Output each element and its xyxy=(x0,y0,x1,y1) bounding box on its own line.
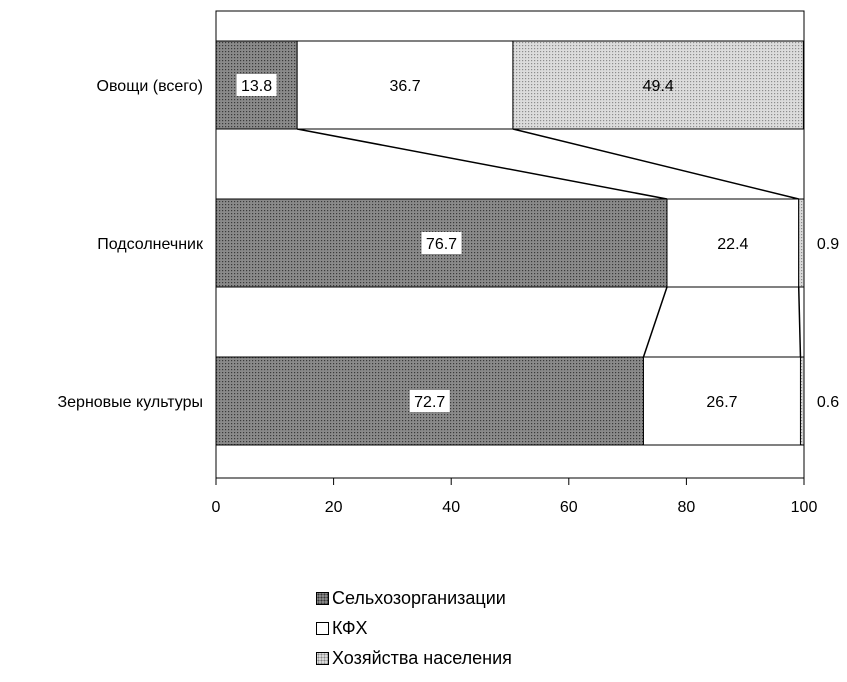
legend-label-0: Сельхозорганизации xyxy=(332,588,506,608)
x-tick-label-5: 100 xyxy=(791,499,818,516)
data-label-1-0: 76.7 xyxy=(426,236,457,253)
legend-item-0: Сельхозорганизации xyxy=(316,583,512,613)
connector-0-1 xyxy=(512,128,799,200)
bar-0-1 xyxy=(296,40,514,130)
data-label-2-0: 72.7 xyxy=(414,394,445,411)
data-label-2-2: 0.6 xyxy=(817,394,839,411)
legend-swatch-0 xyxy=(316,591,329,605)
data-label-2-1: 26.7 xyxy=(706,394,737,411)
data-label-bg-0-0 xyxy=(236,74,277,96)
stacked-bar-chart: 13.8 36.7 49.4 76.7 22.4 0.9 72.7 26.7 0.6 Овощи… xyxy=(57,10,839,516)
data-label-1-1: 22.4 xyxy=(717,236,748,253)
legend-swatch-1 xyxy=(316,621,329,635)
connector-0-0 xyxy=(297,128,668,200)
category-label-1: Подсолнечник xyxy=(97,236,204,253)
data-labels: 13.8 36.7 49.4 76.7 22.4 0.9 72.7 26.7 0.6 xyxy=(236,74,839,412)
legend-item-1: КФХ xyxy=(316,613,512,643)
category-labels: Овощи (всего) Подсолнечник Зерновые культу… xyxy=(57,78,204,411)
x-tick-label-0: 0 xyxy=(212,499,221,516)
x-axis: 0 20 40 60 80 100 xyxy=(212,478,818,516)
bars xyxy=(215,40,805,446)
data-label-bg-1-0 xyxy=(421,232,462,254)
x-tick-label-1: 20 xyxy=(325,499,343,516)
data-label-bg-2-0 xyxy=(409,390,450,412)
category-label-2: Зерновые культуры xyxy=(57,394,203,411)
legend-swatch-2 xyxy=(316,651,329,665)
legend-item-2: Хозяйства населения xyxy=(316,643,512,673)
legend-label-1: КФХ xyxy=(332,618,368,638)
bar-2-2 xyxy=(799,356,805,446)
x-tick-label-3: 60 xyxy=(560,499,578,516)
legend-label-2: Хозяйства населения xyxy=(332,648,512,668)
category-label-0: Овощи (всего) xyxy=(97,78,203,95)
data-label-0-1: 36.7 xyxy=(389,78,420,95)
connector-1-1 xyxy=(797,286,802,358)
data-label-0-0: 13.8 xyxy=(241,78,272,95)
bar-1-1 xyxy=(666,198,800,288)
x-tick-label-4: 80 xyxy=(678,499,696,516)
connector-1-0 xyxy=(642,286,668,358)
x-tick-label-2: 40 xyxy=(442,499,460,516)
bar-0-2 xyxy=(512,40,804,130)
data-label-1-2: 0.9 xyxy=(817,236,839,253)
data-label-0-2: 49.4 xyxy=(643,78,674,95)
bar-1-2 xyxy=(798,198,805,288)
legend: Сельхозорганизации КФХ Хозяйства населен… xyxy=(316,583,512,673)
series-connector-lines xyxy=(297,128,802,358)
